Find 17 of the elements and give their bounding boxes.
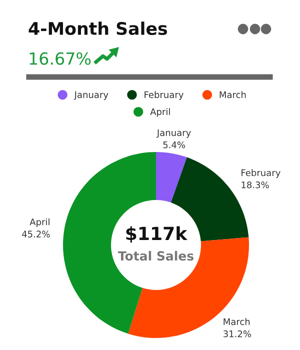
slice-label: February [242,169,280,178]
chart-subtitle: 16.67% [30,52,91,65]
legend-label: March [220,91,246,98]
data-label: 31.2% [224,330,252,338]
donut-slice [156,152,187,203]
slice-label: April [30,218,50,228]
slice-label: January [156,129,191,138]
text: $117k [126,226,188,243]
data-label: 45.2% [22,230,50,238]
legend-label: April [150,108,170,117]
chart-title: 4-Month Sales [28,22,168,36]
slice-label: March [224,318,250,326]
legend-label: January [74,91,108,100]
data-label: 18.3% [242,181,269,188]
legend-label: February [144,91,184,100]
text: Total Sales [118,250,194,261]
data-label: 5.4% [163,141,186,148]
